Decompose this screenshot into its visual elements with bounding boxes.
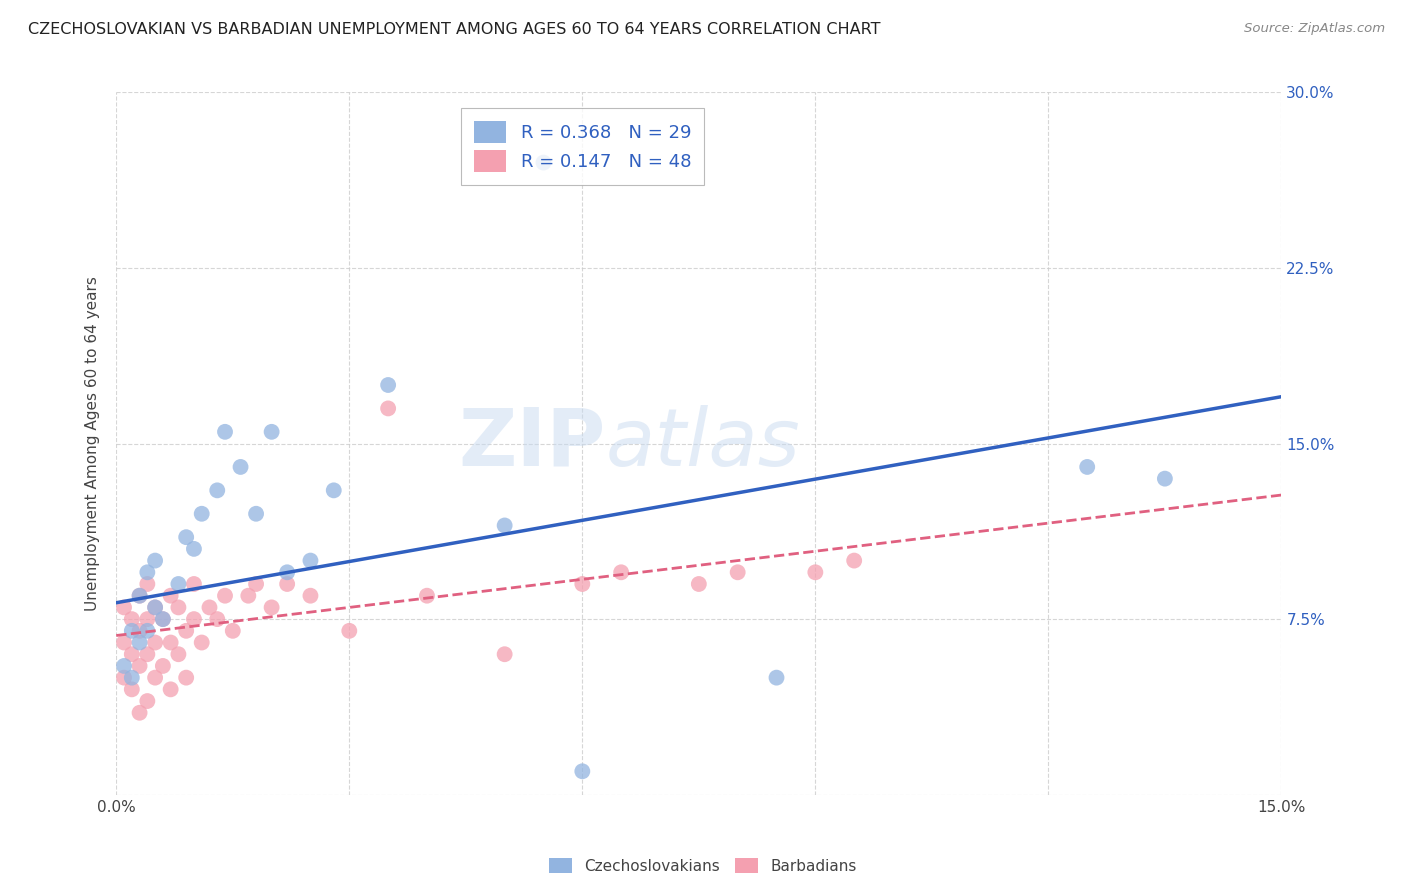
Text: ZIP: ZIP [458,405,606,483]
Point [688,577,710,591]
Point [136,566,159,580]
Point [167,600,190,615]
Point [167,577,190,591]
Point [337,624,360,638]
Point [174,530,197,544]
Point [214,425,236,439]
Point [136,694,159,708]
Point [1154,472,1177,486]
Point [183,612,205,626]
Point [121,682,143,697]
Point [222,624,245,638]
Point [198,600,221,615]
Point [377,401,399,416]
Point [207,483,229,498]
Point [494,647,516,661]
Point [727,566,749,580]
Point [190,635,212,649]
Point [238,589,260,603]
Point [121,612,143,626]
Point [136,624,159,638]
Text: atlas: atlas [606,405,800,483]
Point [128,624,150,638]
Point [207,612,229,626]
Point [128,706,150,720]
Point [494,518,516,533]
Point [183,541,205,556]
Legend: Czechoslovakians, Barbadians: Czechoslovakians, Barbadians [543,852,863,880]
Point [276,566,298,580]
Point [121,624,143,638]
Point [245,577,267,591]
Point [143,553,166,567]
Point [128,659,150,673]
Point [190,507,212,521]
Point [143,600,166,615]
Point [571,577,593,591]
Point [174,624,197,638]
Point [112,659,135,673]
Point [571,764,593,779]
Point [136,577,159,591]
Point [260,600,283,615]
Point [143,635,166,649]
Point [245,507,267,521]
Point [121,647,143,661]
Point [214,589,236,603]
Point [128,635,150,649]
Point [276,577,298,591]
Point [143,600,166,615]
Point [229,459,252,474]
Point [159,635,181,649]
Point [1076,459,1098,474]
Point [128,589,150,603]
Point [322,483,344,498]
Point [121,671,143,685]
Text: CZECHOSLOVAKIAN VS BARBADIAN UNEMPLOYMENT AMONG AGES 60 TO 64 YEARS CORRELATION : CZECHOSLOVAKIAN VS BARBADIAN UNEMPLOYMEN… [28,22,880,37]
Point [804,566,827,580]
Point [159,682,181,697]
Point [610,566,633,580]
Point [765,671,787,685]
Point [152,612,174,626]
Point [844,553,866,567]
Point [167,647,190,661]
Point [183,577,205,591]
Point [152,659,174,673]
Point [159,589,181,603]
Point [112,635,135,649]
Point [128,589,150,603]
Point [299,589,322,603]
Point [174,671,197,685]
Point [143,671,166,685]
Point [260,425,283,439]
Point [299,553,322,567]
Point [136,612,159,626]
Point [377,378,399,392]
Point [416,589,439,603]
Y-axis label: Unemployment Among Ages 60 to 64 years: Unemployment Among Ages 60 to 64 years [86,277,100,611]
Point [112,671,135,685]
Text: Source: ZipAtlas.com: Source: ZipAtlas.com [1244,22,1385,36]
Point [136,647,159,661]
Point [152,612,174,626]
Point [533,155,555,169]
Legend: R = 0.368   N = 29, R = 0.147   N = 48: R = 0.368 N = 29, R = 0.147 N = 48 [461,109,703,185]
Point [112,600,135,615]
